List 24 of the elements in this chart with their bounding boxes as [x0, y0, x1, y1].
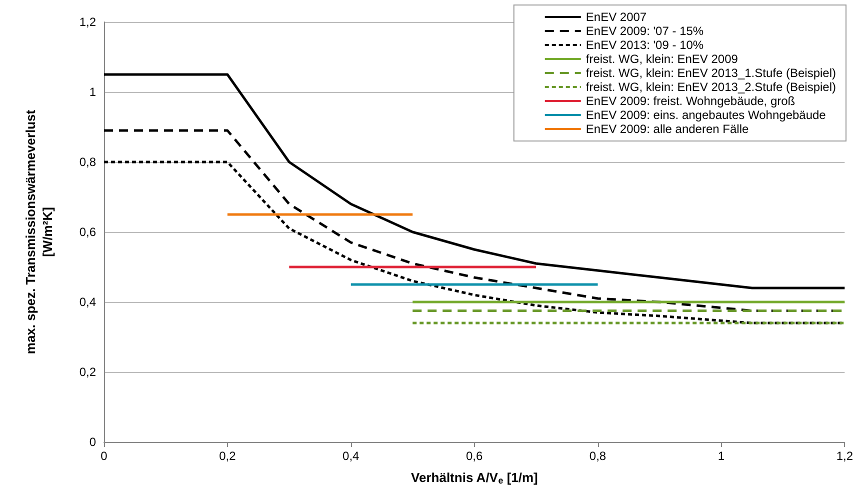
legend-label: EnEV 2009: alle anderen Fälle	[586, 122, 749, 136]
y-tick-label: 1,2	[79, 15, 96, 29]
legend-label: freist. WG, klein: EnEV 2009	[586, 52, 738, 66]
legend-label: EnEV 2013: '09 - 10%	[586, 38, 704, 52]
y-tick-label: 0,2	[79, 365, 96, 379]
y-axis-title: max. spez. Transmissionswärmeverlust [W/m²K]	[23, 109, 55, 354]
legend-label: freist. WG, klein: EnEV 2013_2.Stufe (Beispiel)	[586, 80, 836, 94]
y-tick-label: 0,6	[79, 225, 96, 239]
x-tick-label: 0,4	[342, 449, 360, 463]
x-tick-label: 0,6	[466, 449, 483, 463]
x-tick-label: 0,8	[589, 449, 606, 463]
y-tick-label: 0,8	[79, 155, 96, 169]
legend-label: EnEV 2009: freist. Wohngebäude, groß	[586, 94, 796, 108]
x-tick-label: 0	[100, 449, 108, 463]
x-tick-label: 0,2	[219, 449, 236, 463]
x-tick-label: 1	[718, 449, 725, 463]
y-tick-label: 0	[89, 435, 96, 449]
legend-label: freist. WG, klein: EnEV 2013_1.Stufe (Beispiel)	[586, 66, 836, 80]
legend-label: EnEV 2009: '07 - 15%	[586, 24, 704, 38]
legend-label: EnEV 2009: eins. angebautes Wohngebäude	[586, 108, 826, 122]
legend-label: EnEV 2007	[586, 10, 647, 24]
y-tick-label: 1	[89, 85, 96, 99]
x-tick-label: 1,2	[836, 449, 854, 463]
y-tick-label: 0,4	[79, 295, 96, 309]
